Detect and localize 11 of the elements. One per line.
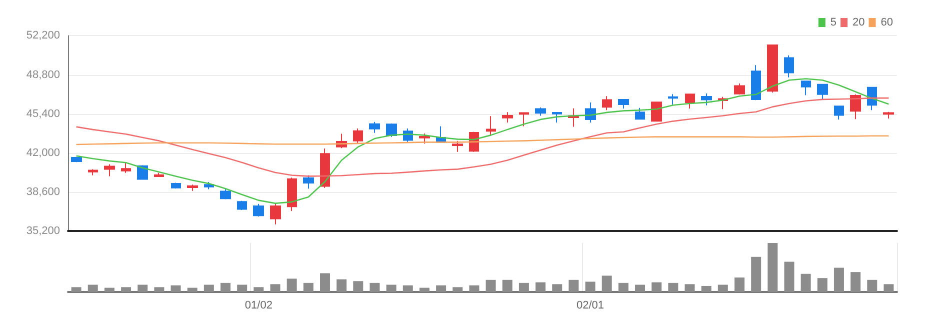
- y-tick-label: 45,400: [26, 108, 60, 120]
- y-tick-label: 35,200: [26, 225, 60, 237]
- x-tick-label: 01/02: [244, 300, 272, 312]
- y-tick-label: 42,000: [26, 146, 60, 159]
- legend-label: 5: [830, 16, 837, 28]
- legend-label: 60: [880, 16, 894, 28]
- x-tick-label: 02/01: [576, 300, 604, 312]
- y-tick-label: 52,200: [26, 30, 60, 42]
- y-tick-label: 38,600: [26, 186, 60, 198]
- y-tick-label: 48,800: [26, 68, 60, 81]
- legend-label: 20: [852, 16, 865, 28]
